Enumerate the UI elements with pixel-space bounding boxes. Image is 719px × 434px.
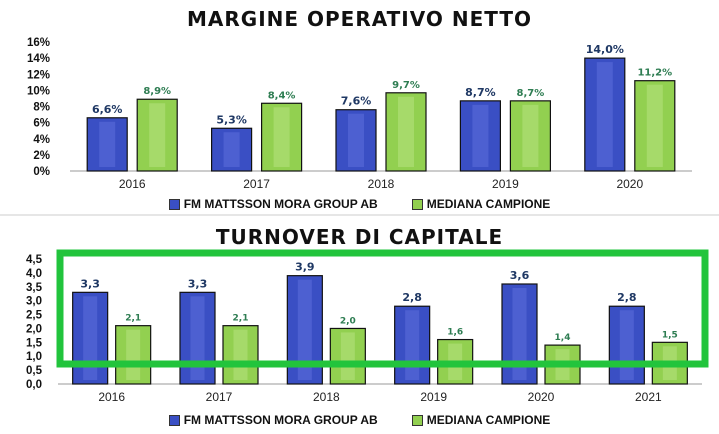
y-tick-label: 3,0	[26, 296, 42, 308]
data-label: 3,3	[188, 277, 208, 290]
legend-label: MEDIANA CAMPIONE	[426, 197, 551, 211]
data-label: 7,6%	[341, 95, 372, 108]
legend-swatch-green	[411, 414, 423, 426]
legend-swatch-blue	[168, 198, 180, 210]
legend-item-series-a: FM MATTSSON MORA GROUP AB	[168, 413, 378, 427]
x-tick-label: 2020	[528, 390, 555, 404]
data-label: 2,1	[233, 314, 249, 324]
bar-highlight	[149, 103, 166, 167]
data-label: 5,3%	[216, 113, 247, 126]
x-tick-label: 2020	[616, 177, 643, 191]
x-tick-label: 2018	[368, 177, 395, 191]
bar-highlight	[297, 279, 312, 380]
y-tick-label: 2%	[33, 150, 50, 162]
y-tick-label: 1,5	[26, 337, 43, 349]
y-tick-label: 0,0	[26, 379, 42, 391]
legend-item-series-a: FM MATTSSON MORA GROUP AB	[168, 197, 378, 211]
bar-highlight	[190, 296, 205, 380]
divider	[0, 214, 719, 216]
data-label: 8,4%	[268, 90, 296, 101]
legend-swatch-green	[411, 198, 423, 210]
highlight-rectangle	[56, 249, 709, 368]
bar-highlight	[512, 288, 527, 380]
y-tick-label: 10%	[27, 85, 50, 97]
data-label: 3,6	[510, 269, 530, 282]
y-tick-label: 12%	[27, 69, 50, 81]
legend-label: FM MATTSSON MORA GROUP AB	[183, 197, 378, 211]
bar-highlight	[619, 310, 634, 380]
data-label: 8,7%	[465, 86, 496, 99]
y-tick-label: 1,0	[26, 351, 42, 363]
legend: FM MATTSSON MORA GROUP AB MEDIANA CAMPIO…	[0, 197, 719, 211]
bar-highlight	[472, 104, 489, 167]
data-label: 6,6%	[92, 103, 123, 116]
y-tick-label: 8%	[33, 102, 50, 114]
x-tick-label: 2016	[98, 390, 125, 404]
y-tick-label: 3,5	[26, 282, 43, 294]
bar-highlight	[646, 84, 663, 167]
legend-item-series-b: MEDIANA CAMPIONE	[411, 197, 551, 211]
bar-chart-turnover: 0,00,51,01,52,02,53,03,54,04,520163,32,1…	[26, 249, 709, 404]
x-tick-label: 2017	[206, 390, 233, 404]
data-label: 11,2%	[637, 68, 672, 79]
y-tick-label: 16%	[27, 37, 50, 49]
y-tick-label: 6%	[33, 118, 50, 130]
bar-highlight	[522, 104, 539, 167]
y-tick-label: 14%	[27, 53, 50, 65]
chart-title: TURNOVER DI CAPITALE	[215, 225, 504, 249]
bar-highlight	[99, 121, 116, 167]
data-label: 1,4	[555, 333, 571, 343]
bar-highlight	[83, 296, 98, 380]
bar-highlight	[126, 329, 141, 380]
bar-highlight	[273, 107, 290, 167]
bar-highlight	[405, 310, 420, 380]
y-tick-label: 0,5	[26, 365, 43, 377]
bar-highlight	[398, 96, 414, 167]
chart-panel-turnover: TURNOVER DI CAPITALE 0,0 0,5 1,0 1,5 2,0 2,5 3…	[0, 216, 719, 434]
x-tick-label: 2019	[492, 177, 519, 191]
y-tick-label: 2,0	[26, 323, 42, 335]
x-tick-label: 2019	[420, 390, 447, 404]
data-label: 8,7%	[517, 88, 545, 99]
bar-highlight	[348, 113, 364, 167]
x-tick-label: 2016	[119, 177, 146, 191]
legend-swatch-blue	[168, 414, 180, 426]
bar-chart-margine: 0% 2% 4% 6% 8% 10% 12% 14% 16% 2016 6,6% 8,9% 2017 5,…	[27, 37, 692, 191]
data-label: 2,0	[340, 316, 356, 326]
y-tick-label: 2,5	[26, 310, 43, 322]
data-label: 3,3	[80, 277, 100, 290]
y-tick-label: 4%	[33, 134, 50, 146]
bar-highlight	[340, 332, 355, 380]
legend-label: MEDIANA CAMPIONE	[426, 413, 551, 427]
x-tick-label: 2021	[635, 390, 662, 404]
legend-item-series-b: MEDIANA CAMPIONE	[411, 413, 551, 427]
data-label: 1,6	[447, 328, 463, 338]
y-tick-label: 4,5	[26, 254, 43, 266]
bar-highlight	[233, 329, 248, 380]
bar-highlight	[223, 132, 240, 167]
data-label: 2,8	[402, 291, 422, 304]
data-label: 8,9%	[143, 86, 171, 97]
data-label: 2,8	[617, 291, 637, 304]
y-tick-label: 4,0	[26, 268, 42, 280]
data-label: 3,9	[295, 261, 315, 274]
chart-title: MARGINE OPERATIVO NETTO	[187, 7, 532, 31]
data-label: 1,5	[662, 330, 678, 340]
x-tick-label: 2018	[313, 390, 340, 404]
bar-highlight	[596, 62, 613, 167]
y-tick-label: 0%	[33, 166, 50, 178]
data-label: 14,0%	[586, 43, 624, 56]
x-tick-label: 2017	[243, 177, 270, 191]
legend-label: FM MATTSSON MORA GROUP AB	[183, 413, 378, 427]
data-label: 9,7%	[392, 80, 420, 91]
legend: FM MATTSSON MORA GROUP AB MEDIANA CAMPIO…	[0, 413, 719, 427]
data-label: 2,1	[125, 314, 141, 324]
chart-panel-margine: MARGINE OPERATIVO NETTO 0% 2% 4% 6% 8% 10% 12%…	[0, 0, 719, 214]
